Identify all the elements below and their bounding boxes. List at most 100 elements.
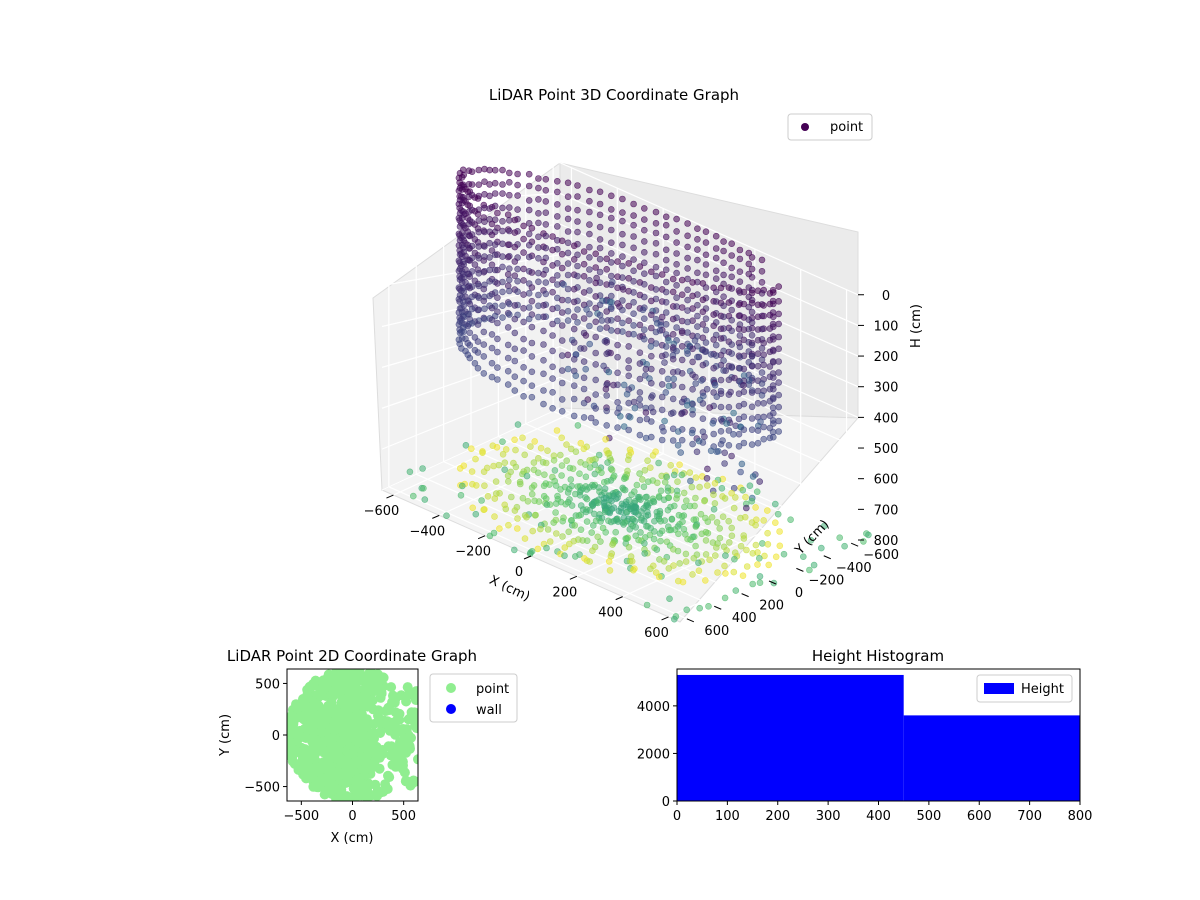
point-3d: [606, 509, 614, 517]
point-3d: [689, 385, 696, 393]
point-3d: [564, 317, 572, 324]
point-3d: [474, 349, 482, 356]
point-3d: [549, 375, 556, 382]
point-3d: [699, 296, 707, 304]
point-3d: [657, 537, 664, 545]
point-3d: [614, 398, 621, 406]
point-2d: [390, 707, 401, 718]
point-3d: [589, 547, 596, 555]
point-3d: [494, 280, 501, 287]
point-3d: [493, 443, 501, 451]
point-3d: [678, 329, 686, 337]
point-3d: [630, 310, 637, 318]
point-3d: [706, 404, 714, 411]
point-3d: [735, 442, 743, 450]
point-3d: [721, 495, 729, 502]
point-3d: [580, 345, 588, 352]
point-2d: [383, 702, 394, 713]
point-3d: [570, 355, 578, 363]
point-3d: [758, 380, 766, 387]
point-2d: [297, 754, 308, 765]
point-3d: [748, 331, 756, 339]
point-3d: [574, 262, 581, 270]
point-3d: [630, 244, 637, 252]
point-3d: [686, 502, 694, 510]
point-3d: [525, 206, 533, 214]
point-3d: [682, 550, 690, 558]
point-2d: [368, 704, 379, 715]
point-3d: [525, 182, 533, 190]
point-3d: [692, 542, 699, 550]
point-3d: [652, 286, 660, 293]
legend-3d-label: point: [830, 120, 863, 135]
point-3d: [504, 241, 512, 248]
point-3d: [758, 267, 766, 275]
point-3d: [748, 341, 756, 349]
point-3d: [694, 301, 701, 309]
point-3d: [658, 406, 666, 414]
point-3d: [580, 260, 588, 268]
point-3d: [717, 325, 725, 333]
point-3d: [748, 362, 756, 370]
point-3d: [748, 319, 756, 326]
point-3d: [491, 190, 499, 197]
point-3d: [525, 304, 533, 311]
point-3d: [603, 350, 611, 358]
point-3d: [586, 464, 594, 471]
point-3d: [511, 216, 519, 224]
point-3d: [758, 369, 766, 376]
point-3d: [504, 381, 512, 388]
point-3d: [731, 494, 739, 501]
point-3d: [630, 398, 638, 406]
point-3d: [514, 170, 521, 178]
point-3d: [610, 381, 617, 389]
point-3d: [592, 264, 600, 271]
point-3d: [468, 168, 476, 175]
point-2d: [375, 692, 386, 703]
point-3d: [525, 220, 533, 227]
point-3d: [494, 319, 501, 327]
y-tick-label-2d: 500: [255, 677, 280, 692]
point-3d: [589, 502, 597, 510]
point-3d: [670, 615, 678, 623]
point-3d: [570, 412, 578, 420]
point-3d: [504, 341, 512, 349]
x-axis-label-3d: X (cm): [487, 573, 532, 605]
point-3d: [583, 518, 591, 525]
point-3d: [567, 476, 575, 483]
point-3d: [754, 561, 761, 568]
point-3d: [466, 341, 474, 349]
legend-2d-point-label: point: [476, 682, 509, 697]
point-3d: [580, 385, 588, 393]
point-3d: [631, 404, 639, 412]
point-3d: [641, 466, 649, 474]
point-3d: [669, 425, 677, 433]
point-3d: [670, 471, 678, 479]
point-2d: [374, 763, 385, 774]
point-3d: [540, 356, 547, 364]
point-3d: [525, 289, 533, 297]
point-3d: [683, 401, 691, 409]
point-3d: [589, 522, 597, 529]
point-3d: [860, 538, 867, 545]
point-3d: [636, 431, 644, 439]
point-3d: [553, 281, 561, 288]
point-3d: [619, 217, 626, 225]
point-3d: [632, 523, 640, 531]
point-3d: [628, 557, 636, 565]
point-3d: [614, 369, 621, 377]
point-3d: [552, 482, 560, 489]
point-3d: [673, 281, 680, 289]
point-3d: [689, 358, 696, 366]
point-3d: [742, 493, 749, 501]
point-3d: [754, 301, 762, 309]
point-3d: [607, 250, 615, 257]
point-3d: [652, 340, 660, 347]
point-3d: [649, 408, 657, 416]
point-2d: [360, 701, 371, 712]
point-3d: [625, 543, 633, 551]
point-3d: [664, 375, 672, 383]
point-3d: [725, 376, 733, 384]
point-3d: [619, 195, 626, 203]
point-3d: [699, 361, 707, 369]
